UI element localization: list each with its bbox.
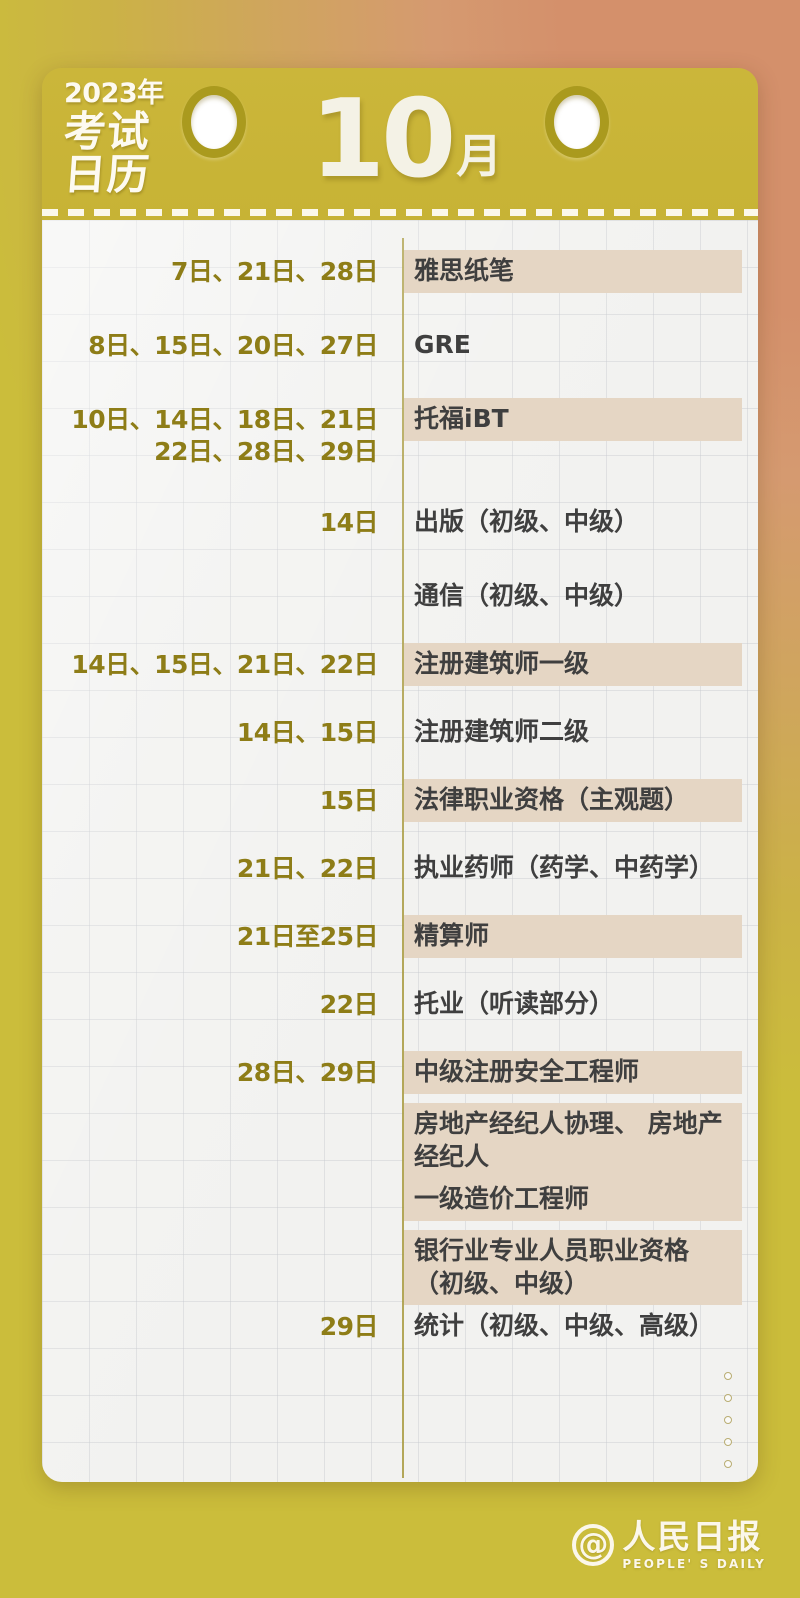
- exam-row: 14日 出版（初级、中级）: [42, 501, 758, 553]
- calendar-header: 2023年 考试 日历 10 月: [42, 68, 758, 220]
- header-title-block: 2023年 考试 日历: [62, 78, 184, 199]
- exam-name: 注册建筑师二级: [414, 717, 590, 746]
- exam-name: 通信（初级、中级）: [414, 581, 640, 610]
- exam-name: 一级造价工程师: [404, 1178, 742, 1221]
- exam-row: 15日 法律职业资格（主观题）: [42, 779, 758, 831]
- brand-name-cn: 人民日报: [622, 1517, 763, 1556]
- exam-dates: 21日、22日: [236, 854, 379, 883]
- exam-dates: [42, 1230, 390, 1236]
- binder-hole-left-icon: [182, 86, 246, 158]
- exam-dates: 7日、21日、28日: [171, 257, 378, 286]
- exam-row: 29日 统计（初级、中级、高级）: [42, 1305, 758, 1357]
- exam-dates: 10日、14日、18日、21日 22日、28日、29日: [71, 405, 378, 466]
- spiral-hole-icon: [724, 1372, 732, 1380]
- exam-name: 托业（听读部分）: [414, 989, 615, 1018]
- exam-dates: 14日、15日: [236, 718, 379, 747]
- year-label: 2023年: [64, 78, 164, 109]
- calendar-body: 7日、21日、28日 雅思纸笔 8日、15日、20日、27日 GRE 10日、14日、1…: [42, 220, 758, 1482]
- exam-dates: 14日、15日、21日、22日: [71, 650, 378, 679]
- exam-dates: 22日: [319, 990, 379, 1019]
- exam-name: 注册建筑师一级: [404, 643, 742, 686]
- exam-name: 精算师: [404, 915, 742, 958]
- exam-row: 22日 托业（听读部分）: [42, 983, 758, 1035]
- calendar-word: 日历: [62, 150, 152, 199]
- exam-dates: 14日: [319, 508, 379, 537]
- exam-name: 统计（初级、中级、高级）: [414, 1311, 715, 1340]
- spiral-hole-icon: [724, 1416, 732, 1424]
- exam-name: GRE: [414, 330, 471, 359]
- exam-dates: [42, 1103, 390, 1109]
- peoples-daily-logo: 人民日报 PEOPLE' S DAILY: [572, 1520, 766, 1570]
- exam-dates: 15日: [319, 786, 379, 815]
- exam-row: 21日至25日 精算师: [42, 915, 758, 967]
- exam-name: 雅思纸笔: [404, 250, 742, 293]
- exam-row: 一级造价工程师: [42, 1178, 758, 1230]
- exam-name: 执业药师（药学、中药学）: [414, 853, 715, 882]
- exam-schedule-list: 7日、21日、28日 雅思纸笔 8日、15日、20日、27日 GRE 10日、14日、1…: [42, 250, 758, 1357]
- exam-word: 考试: [62, 107, 152, 156]
- exam-dates: 8日、15日、20日、27日: [88, 331, 378, 360]
- exam-name: 出版（初级、中级）: [414, 507, 640, 536]
- brand-name-en: PEOPLE' S DAILY: [622, 1557, 766, 1571]
- exam-name: 银行业专业人员职业资格（初级、中级）: [404, 1230, 742, 1305]
- exam-row: 通信（初级、中级）: [42, 575, 758, 627]
- logo-text-block: 人民日报 PEOPLE' S DAILY: [622, 1520, 766, 1570]
- calendar-card: 2023年 考试 日历 10 月 7日、21日、28日 雅思纸笔 8日、15日、20…: [42, 68, 758, 1482]
- spiral-hole-icon: [724, 1394, 732, 1402]
- exam-name: 托福iBT: [404, 398, 742, 441]
- exam-row: 房地产经纪人协理、 房地产经纪人: [42, 1103, 758, 1178]
- exam-row: 10日、14日、18日、21日 22日、28日、29日 托福iBT: [42, 398, 758, 467]
- spiral-holes: [724, 1372, 732, 1482]
- exam-dates: [42, 575, 390, 581]
- exam-row: 14日、15日、21日、22日 注册建筑师一级: [42, 643, 758, 695]
- exam-row: 14日、15日 注册建筑师二级: [42, 711, 758, 763]
- exam-name: 房地产经纪人协理、 房地产经纪人: [404, 1103, 742, 1178]
- exam-row: 8日、15日、20日、27日 GRE: [42, 324, 758, 376]
- binder-hole-right-icon: [545, 86, 609, 158]
- spiral-hole-icon: [724, 1438, 732, 1446]
- exam-dates: 29日: [319, 1312, 379, 1341]
- exam-name: 法律职业资格（主观题）: [404, 779, 742, 822]
- exam-row: 7日、21日、28日 雅思纸笔: [42, 250, 758, 302]
- exam-dates: 21日至25日: [236, 922, 379, 951]
- exam-dates: [42, 1178, 390, 1184]
- at-symbol-icon: [572, 1524, 615, 1566]
- month-unit: 月: [456, 129, 503, 184]
- month-block: 10 月: [310, 77, 503, 202]
- exam-row: 28日、29日 中级注册安全工程师: [42, 1051, 758, 1103]
- month-number: 10: [310, 77, 456, 202]
- perforation-line: [42, 209, 758, 216]
- spiral-hole-icon: [724, 1460, 732, 1468]
- exam-row: 21日、22日 执业药师（药学、中药学）: [42, 847, 758, 899]
- exam-row: 银行业专业人员职业资格（初级、中级）: [42, 1230, 758, 1305]
- exam-dates: 28日、29日: [236, 1058, 379, 1087]
- exam-name: 中级注册安全工程师: [404, 1051, 742, 1094]
